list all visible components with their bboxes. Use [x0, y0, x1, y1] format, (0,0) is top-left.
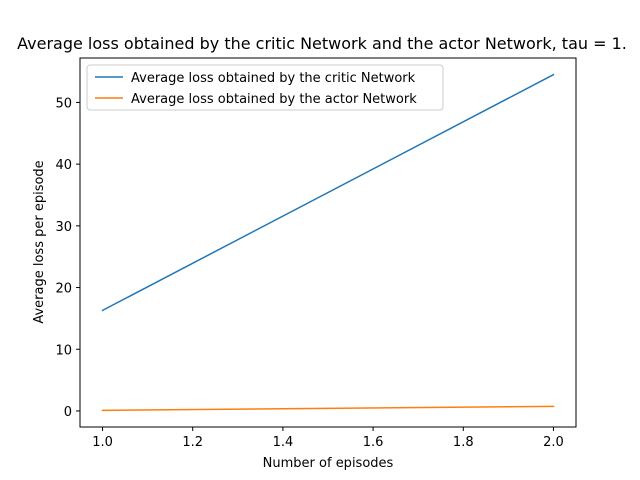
plot-frame	[79, 57, 577, 428]
y-tick-label: 10	[55, 343, 72, 358]
legend-label-critic: Average loss obtained by the critic Netw…	[131, 71, 416, 86]
y-tick-label: 50	[55, 96, 72, 111]
plot-area	[79, 57, 577, 428]
series-line-critic	[101, 73, 555, 312]
x-tick-label: 1.4	[273, 435, 294, 450]
series-line-actor	[101, 405, 555, 412]
x-axis-ticks: 1.0 1.2 1.4 1.6 1.8 2.0	[92, 427, 564, 450]
x-tick-label: 1.2	[182, 435, 203, 450]
x-tick-label: 1.6	[363, 435, 384, 450]
x-axis-label: Number of episodes	[263, 456, 394, 471]
chart-title: Average loss obtained by the critic Netw…	[17, 34, 627, 53]
y-axis-ticks: 0 10 20 30 40 50	[55, 96, 80, 420]
x-tick-label: 2.0	[543, 435, 564, 450]
series-layer	[101, 73, 555, 412]
y-tick-label: 20	[55, 282, 72, 297]
y-tick-label: 40	[55, 158, 72, 173]
x-tick-label: 1.8	[453, 435, 474, 450]
y-tick-label: 0	[64, 405, 72, 420]
x-tick-label: 1.0	[92, 435, 113, 450]
y-tick-label: 30	[55, 220, 72, 235]
legend-label-actor: Average loss obtained by the actor Netwo…	[131, 92, 417, 107]
legend-box	[86, 64, 444, 111]
y-axis-label: Average loss per episode	[32, 160, 47, 323]
legend: Average loss obtained by the critic Netw…	[86, 64, 444, 111]
